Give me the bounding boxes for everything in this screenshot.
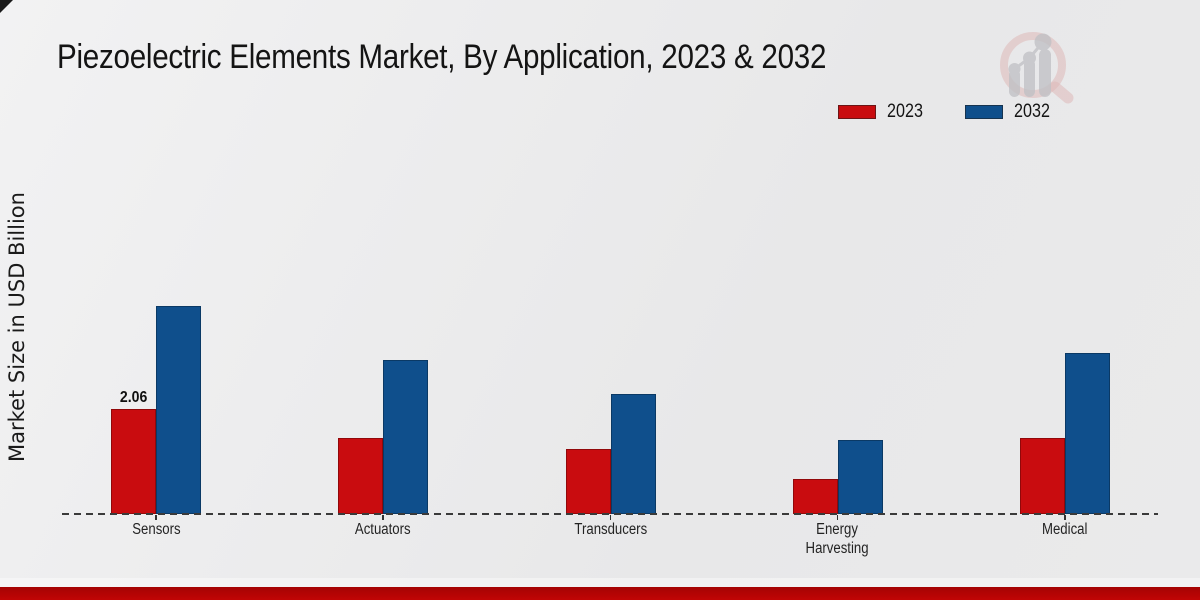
legend-item-2032: 2032	[965, 101, 1056, 123]
legend-label-2032: 2032	[1014, 101, 1051, 122]
axis-tick-transducers	[609, 515, 612, 520]
x-axis-baseline	[62, 513, 1158, 515]
x-category-label-medical: Medical	[1042, 521, 1088, 538]
bottom-light-band	[0, 578, 1200, 587]
corner-mark	[0, 0, 13, 13]
legend: 2023 2032	[838, 101, 1057, 123]
bar-2023-sensors	[111, 409, 156, 514]
axis-tick-actuators	[382, 515, 384, 520]
legend-swatch-2023	[838, 105, 876, 119]
x-category-label-energy-harvesting: Energy Harvesting	[806, 521, 869, 558]
bar-value-label-2023-sensors: 2.06	[119, 389, 148, 406]
x-category-label-transducers: Transducers	[574, 521, 647, 538]
magnifier-growth-logo-watermark	[1000, 32, 1074, 104]
axis-tick-medical	[1064, 515, 1066, 520]
legend-label-2023: 2023	[887, 101, 923, 122]
bar-2032-sensors	[156, 306, 201, 514]
bar-2032-energy-harvesting	[837, 440, 883, 514]
bar-2023-medical	[1020, 438, 1065, 514]
legend-swatch-2032	[965, 105, 1004, 119]
x-category-label-actuators: Actuators	[355, 521, 411, 538]
bar-2023-actuators	[338, 438, 383, 514]
bar-2032-actuators	[383, 360, 428, 514]
bar-2023-energy-harvesting	[792, 479, 838, 514]
footer-accent-bar	[0, 587, 1200, 600]
bar-2023-transducers	[565, 449, 611, 514]
axis-tick-energy-harvesting	[836, 515, 839, 520]
legend-item-2023: 2023	[838, 101, 929, 123]
bar-2032-medical	[1065, 353, 1110, 514]
x-category-label-sensors: Sensors	[131, 521, 181, 538]
axis-tick-sensors	[155, 515, 157, 520]
chart-title: Piezoelectric Elements Market, By Applic…	[57, 38, 827, 76]
bar-2032-transducers	[610, 394, 656, 514]
